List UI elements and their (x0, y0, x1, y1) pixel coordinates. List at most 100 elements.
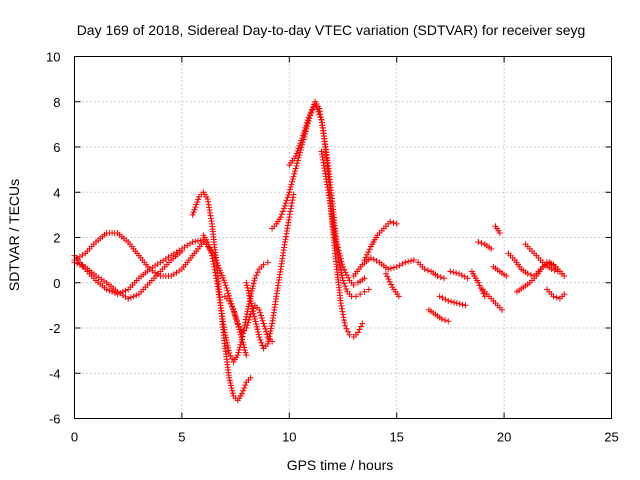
data-point (299, 134, 306, 141)
data-point (127, 294, 134, 301)
data-point (265, 338, 272, 345)
data-point (476, 282, 483, 289)
data-point (285, 191, 292, 198)
data-point (464, 275, 471, 282)
data-point (234, 320, 241, 327)
data-point (247, 374, 254, 381)
data-point (424, 267, 431, 274)
data-point (341, 280, 348, 287)
data-point (225, 344, 232, 351)
data-point (244, 322, 251, 329)
series-arc-y (522, 241, 561, 275)
data-point (247, 297, 254, 304)
data-point (237, 341, 244, 348)
data-point (292, 168, 299, 175)
data-point (445, 297, 452, 304)
data-point (209, 255, 216, 262)
series-arc-g (243, 191, 297, 352)
data-point (255, 328, 262, 335)
data-point (314, 106, 321, 113)
data-point (396, 262, 403, 269)
data-point (342, 322, 349, 329)
y-tick-label: 4 (53, 185, 60, 200)
data-point (287, 205, 294, 212)
series-arc-h (269, 98, 366, 341)
data-point (228, 385, 235, 392)
data-point (251, 277, 258, 284)
series-arc-o (425, 306, 452, 325)
series-arc-s (475, 239, 495, 252)
data-point (313, 103, 320, 110)
y-tick-label: 8 (53, 95, 60, 110)
data-point (253, 321, 260, 328)
data-point (247, 311, 254, 318)
data-point (206, 244, 213, 251)
data-point (288, 181, 295, 188)
data-point (437, 274, 444, 281)
x-axis-label: GPS time / hours (287, 457, 394, 473)
data-point (284, 194, 291, 201)
data-point (221, 329, 228, 336)
data-point (265, 335, 272, 342)
data-point (233, 317, 240, 324)
data-point (223, 337, 230, 344)
data-point (195, 237, 202, 244)
data-point (243, 325, 250, 331)
data-point (388, 281, 395, 288)
data-point (475, 279, 482, 286)
data-point (445, 318, 452, 325)
data-point (260, 320, 267, 327)
series-arc-k (361, 218, 400, 264)
data-point (442, 317, 449, 324)
data-point (250, 308, 257, 315)
data-point (195, 196, 202, 203)
data-point (475, 239, 482, 246)
data-point (315, 108, 322, 115)
data-point (280, 205, 287, 212)
data-point (227, 382, 234, 389)
data-point (288, 202, 295, 209)
y-tick-label: -4 (49, 366, 61, 381)
data-point (346, 331, 353, 338)
data-point (342, 283, 349, 290)
data-point (350, 282, 357, 289)
data-point (225, 347, 232, 354)
data-point (290, 173, 297, 180)
data-point (226, 377, 233, 384)
data-point (236, 344, 243, 351)
data-point (252, 318, 259, 325)
data-point (387, 218, 394, 225)
data-point (362, 254, 369, 261)
data-point (305, 114, 312, 121)
data-point (229, 303, 236, 310)
data-point (462, 302, 469, 309)
data-point (236, 346, 243, 353)
data-point (254, 269, 261, 276)
data-point (337, 264, 344, 271)
data-point (229, 387, 236, 394)
data-point (241, 384, 248, 391)
y-tick-label: -6 (49, 412, 61, 427)
data-point (393, 220, 400, 227)
series-arc-z (544, 286, 568, 302)
data-point (257, 312, 264, 319)
data-point (236, 323, 243, 330)
y-tick-label: -2 (49, 321, 61, 336)
data-point (230, 306, 237, 313)
data-point (253, 323, 260, 330)
data-point (278, 211, 285, 218)
data-point (338, 269, 345, 276)
data-point (402, 259, 409, 266)
data-point (231, 309, 238, 316)
axes: 0 5 10 15 20 25 -6 -4 -2 0 2 4 6 8 10 (46, 50, 619, 445)
data-point (453, 300, 460, 307)
data-point (293, 150, 300, 157)
data-point (304, 117, 311, 124)
data-point (268, 323, 275, 330)
data-point (257, 336, 264, 343)
data-point (235, 349, 242, 356)
data-point (242, 349, 249, 356)
data-point (341, 319, 348, 326)
data-point (282, 202, 289, 209)
data-point (248, 303, 255, 310)
